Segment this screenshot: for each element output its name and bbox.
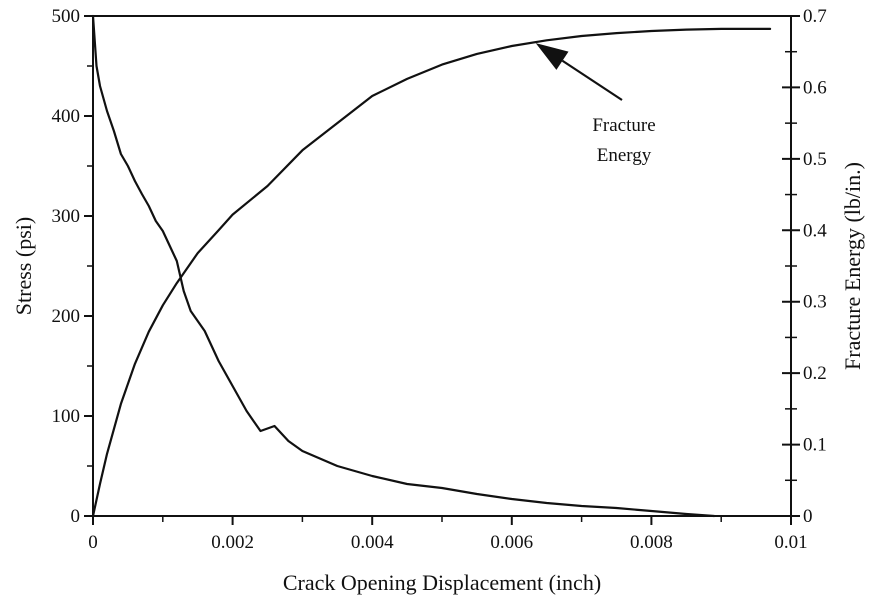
y-tick-label: 100 [52, 406, 81, 427]
y2-tick-label: 0.2 [803, 363, 827, 384]
y2-tick-label: 0.3 [803, 292, 827, 313]
x-axis-ticks: 0 0.002 0.004 0.006 0.008 0.01 [88, 516, 808, 553]
y-tick-label: 0 [71, 506, 81, 527]
y2-tick-label: 0.1 [803, 435, 827, 456]
y2-axis-ticks: 0 0.1 0.2 0.3 0.4 0.5 0.6 0.7 [782, 6, 827, 527]
annotation-text: Energy [597, 145, 652, 166]
x-tick-label: 0.01 [774, 532, 807, 553]
y-tick-label: 200 [52, 306, 81, 327]
y-tick-label: 500 [52, 6, 81, 27]
x-tick-label: 0.006 [490, 532, 533, 553]
y2-tick-label: 0 [803, 506, 813, 527]
y2-axis-title: Fracture Energy (lb/in.) [840, 162, 865, 370]
x-tick-label: 0.008 [630, 532, 673, 553]
x-tick-label: 0.002 [211, 532, 254, 553]
annotation-text: Fracture [592, 115, 655, 136]
x-tick-label: 0 [88, 532, 98, 553]
series-layer [91, 14, 772, 518]
y-axis-title: Stress (psi) [11, 217, 36, 315]
annotation-arrow-head [535, 43, 569, 70]
plot-frame [92, 15, 792, 517]
annotation-arrow-shaft [561, 59, 623, 101]
stress-line [91, 14, 716, 518]
y-axis-ticks: 0 100 200 300 400 500 [52, 6, 93, 527]
x-axis-title: Crack Opening Displacement (inch) [283, 570, 601, 595]
y2-tick-label: 0.7 [803, 6, 827, 27]
y-tick-label: 300 [52, 206, 81, 227]
plot-area: 0 0.002 0.004 0.006 0.008 0.01 0 100 200 300 400 5… [52, 6, 828, 553]
y2-tick-label: 0.4 [803, 220, 827, 241]
y-tick-label: 400 [52, 106, 81, 127]
annotation-layer: Fracture Energy [535, 43, 656, 166]
x-tick-label: 0.004 [351, 532, 394, 553]
y2-tick-label: 0.6 [803, 77, 827, 98]
fracture-energy-line [91, 27, 772, 518]
y2-tick-label: 0.5 [803, 149, 827, 170]
